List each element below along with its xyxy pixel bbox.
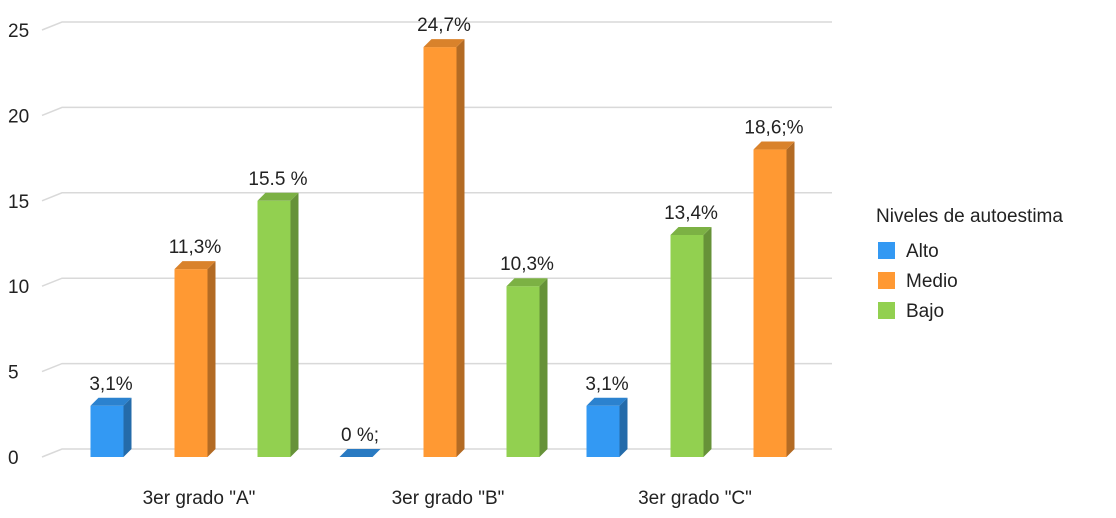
bar-top (670, 226, 712, 235)
legend-swatch (878, 242, 895, 259)
data-label: 0 %; (341, 425, 379, 446)
bar-side (786, 141, 795, 457)
data-label: 3,1% (585, 374, 628, 395)
bar (670, 226, 712, 457)
bar (339, 449, 381, 457)
y-tick-label: 10 (8, 277, 29, 298)
x-tick-label: 3er grado "C" (638, 488, 752, 509)
bar-side (539, 278, 548, 457)
bar-side (207, 261, 216, 457)
data-labels: 3,1% 11,3% 15.5 % 0 %; 24,7% 10,3% 3,1% 13,4% 18… (89, 15, 803, 446)
bar (586, 397, 628, 457)
bar-front (670, 234, 704, 457)
bar-front (423, 47, 457, 457)
bar-top (586, 397, 628, 406)
gridline (41, 448, 832, 458)
x-tick-label: 3er grado "A" (143, 488, 256, 509)
bar-side (123, 397, 132, 457)
bar-front (90, 405, 124, 457)
legend-swatch (878, 272, 895, 289)
data-label: 24,7% (417, 15, 471, 36)
bar-front (586, 405, 620, 457)
grid-lines (41, 21, 832, 458)
gridline (41, 192, 832, 202)
y-tick-label: 15 (8, 192, 29, 213)
gridline (41, 362, 832, 373)
bar-top (90, 397, 132, 406)
bar (174, 261, 216, 457)
legend-title: Niveles de autoestima (876, 206, 1063, 227)
bar (506, 278, 548, 457)
bar-side (456, 39, 465, 457)
data-label: 3,1% (89, 374, 132, 395)
legend: Niveles de autoestima Alto Medio Bajo (876, 206, 1063, 322)
legend-label: Bajo (906, 301, 944, 322)
bar-side (703, 226, 712, 457)
y-tick-label: 20 (8, 106, 29, 127)
data-label: 15.5 % (248, 169, 307, 190)
bar-front (257, 200, 291, 458)
data-label: 10,3% (500, 254, 554, 275)
bars (90, 39, 795, 458)
data-label: 13,4% (664, 203, 718, 224)
y-tick-label: 0 (8, 448, 19, 469)
x-axis-ticks: 3er grado "A" 3er grado "B" 3er grado "C" (143, 488, 752, 509)
bar (423, 39, 465, 457)
legend-label: Medio (906, 271, 958, 292)
data-label: 11,3% (169, 237, 222, 258)
bar-top (174, 261, 216, 270)
bar-side (619, 397, 628, 457)
bar-front (506, 286, 540, 457)
gridline (41, 277, 832, 287)
gridline (41, 106, 832, 117)
bar-front (753, 149, 787, 457)
bar-side (290, 192, 299, 458)
bar-top (506, 278, 548, 287)
y-tick-label: 25 (8, 21, 29, 42)
legend-label: Alto (906, 241, 939, 262)
y-tick-label: 5 (8, 363, 19, 384)
x-tick-label: 3er grado "B" (392, 488, 505, 509)
bar (753, 141, 795, 457)
data-label: 18,6;% (744, 118, 803, 139)
bar (90, 397, 132, 457)
bar-top (257, 192, 299, 201)
bar-front (174, 269, 208, 457)
gridline (41, 21, 832, 31)
bar (257, 192, 299, 458)
y-axis-ticks: 0 5 10 15 20 25 (8, 21, 29, 469)
legend-swatch (878, 302, 895, 319)
bar-top (753, 141, 795, 150)
bar-top (423, 39, 465, 48)
bar-top (339, 449, 381, 457)
